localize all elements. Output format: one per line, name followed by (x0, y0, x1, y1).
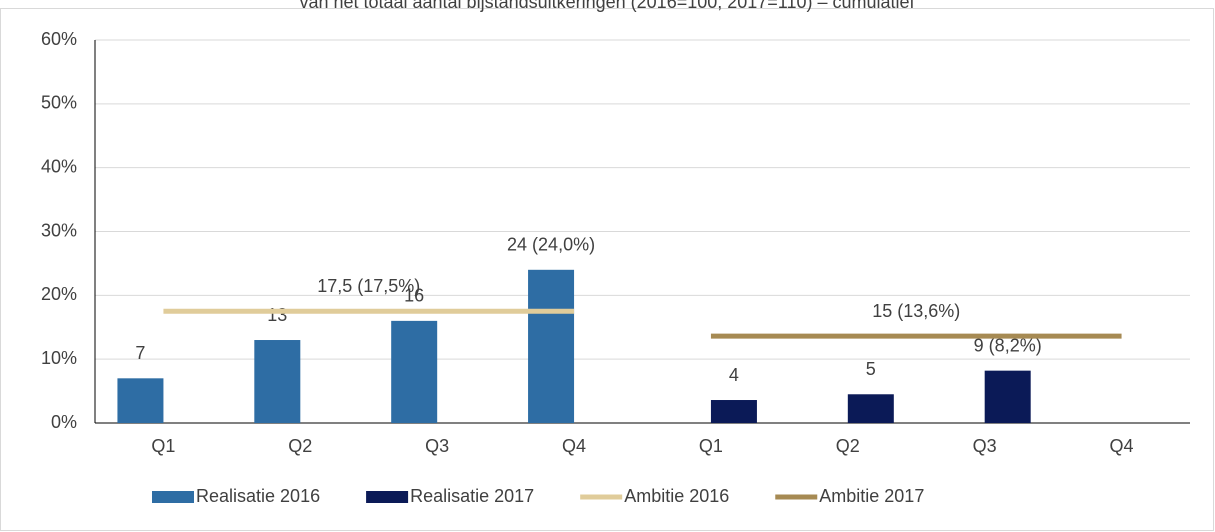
legend-swatch (152, 491, 194, 503)
legend-swatch (366, 491, 409, 503)
x-tick-label: Q2 (836, 436, 860, 456)
y-tick-label: 0% (51, 412, 77, 432)
x-tick-label: Q3 (425, 436, 449, 456)
bar (847, 394, 894, 423)
bar (117, 378, 164, 423)
line-label: 17,5 (17,5%) (317, 276, 420, 296)
data-label: 9 (8,2%) (974, 335, 1042, 355)
data-label: 5 (866, 359, 876, 379)
data-label: 16 (404, 286, 424, 306)
y-tick-label: 40% (41, 156, 77, 176)
y-tick-label: 50% (41, 93, 77, 113)
bar (391, 320, 438, 423)
y-tick-label: 30% (41, 220, 77, 240)
chart-frame (0, 8, 1214, 531)
legend-label: Ambitie 2016 (624, 486, 729, 506)
data-label: 7 (135, 343, 145, 363)
x-tick-label: Q2 (288, 436, 312, 456)
bar (984, 370, 1031, 423)
line-label: 15 (13,6%) (872, 301, 960, 321)
x-tick-label: Q1 (151, 436, 175, 456)
x-tick-label: Q4 (562, 436, 586, 456)
y-tick-label: 10% (41, 348, 77, 368)
legend-label: Realisatie 2017 (410, 486, 534, 506)
data-label: 4 (729, 365, 739, 385)
x-tick-label: Q3 (973, 436, 997, 456)
y-tick-label: 20% (41, 284, 77, 304)
y-tick-label: 60% (41, 29, 77, 49)
bar (528, 269, 575, 423)
legend-label: Ambitie 2017 (819, 486, 924, 506)
x-tick-label: Q4 (1110, 436, 1134, 456)
chart-title: van het totaal aantal bijstandsuitkering… (299, 0, 915, 12)
bar (254, 340, 301, 423)
bar (710, 400, 757, 423)
data-label: 24 (24,0%) (507, 235, 595, 255)
data-label: 13 (267, 305, 287, 325)
x-tick-label: Q1 (699, 436, 723, 456)
legend-label: Realisatie 2016 (196, 486, 320, 506)
